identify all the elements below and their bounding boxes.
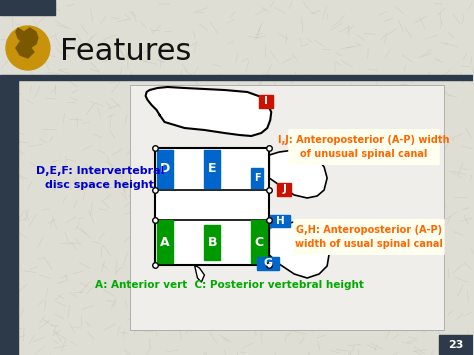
- Bar: [251, 220, 267, 263]
- Text: of unusual spinal canal: of unusual spinal canal: [301, 149, 428, 159]
- Polygon shape: [194, 265, 204, 282]
- Bar: [259, 95, 273, 108]
- Text: F: F: [254, 173, 261, 183]
- Polygon shape: [269, 222, 329, 278]
- Bar: [156, 220, 173, 263]
- Text: G,H: Anteroposterior (A-P): G,H: Anteroposterior (A-P): [296, 225, 442, 235]
- Circle shape: [6, 26, 50, 70]
- Bar: [277, 183, 291, 196]
- Text: 23: 23: [448, 340, 464, 350]
- Bar: [439, 335, 473, 355]
- Polygon shape: [146, 87, 271, 136]
- Bar: [270, 215, 290, 227]
- Text: A: A: [160, 236, 169, 249]
- Bar: [204, 225, 220, 260]
- Text: I,J: Anteroposterior (A-P) width: I,J: Anteroposterior (A-P) width: [278, 135, 450, 145]
- Text: B: B: [208, 236, 217, 249]
- Text: C: C: [255, 236, 264, 249]
- Polygon shape: [16, 42, 34, 58]
- Text: width of usual spinal canal: width of usual spinal canal: [295, 239, 443, 249]
- Bar: [0, 0, 55, 15]
- Text: D: D: [159, 163, 170, 175]
- Polygon shape: [269, 150, 327, 198]
- Bar: [204, 150, 220, 188]
- Text: G: G: [264, 258, 273, 268]
- Text: E: E: [208, 163, 217, 175]
- Bar: [257, 257, 279, 270]
- FancyBboxPatch shape: [293, 219, 445, 255]
- Text: D,E,F: Intervertebral
disc space height: D,E,F: Intervertebral disc space height: [36, 166, 164, 190]
- Bar: [0, 80, 18, 355]
- Polygon shape: [155, 148, 269, 265]
- Text: H: H: [276, 216, 284, 226]
- Polygon shape: [16, 28, 38, 48]
- Bar: [130, 85, 444, 330]
- Bar: [156, 150, 173, 188]
- FancyBboxPatch shape: [288, 129, 440, 165]
- Text: J: J: [283, 185, 286, 195]
- Bar: [0, 75, 473, 80]
- Text: I: I: [264, 97, 268, 106]
- Bar: [251, 168, 263, 188]
- Text: Features: Features: [60, 38, 191, 66]
- Text: A: Anterior vert  C: Posterior vertebral height: A: Anterior vert C: Posterior vertebral …: [95, 280, 364, 290]
